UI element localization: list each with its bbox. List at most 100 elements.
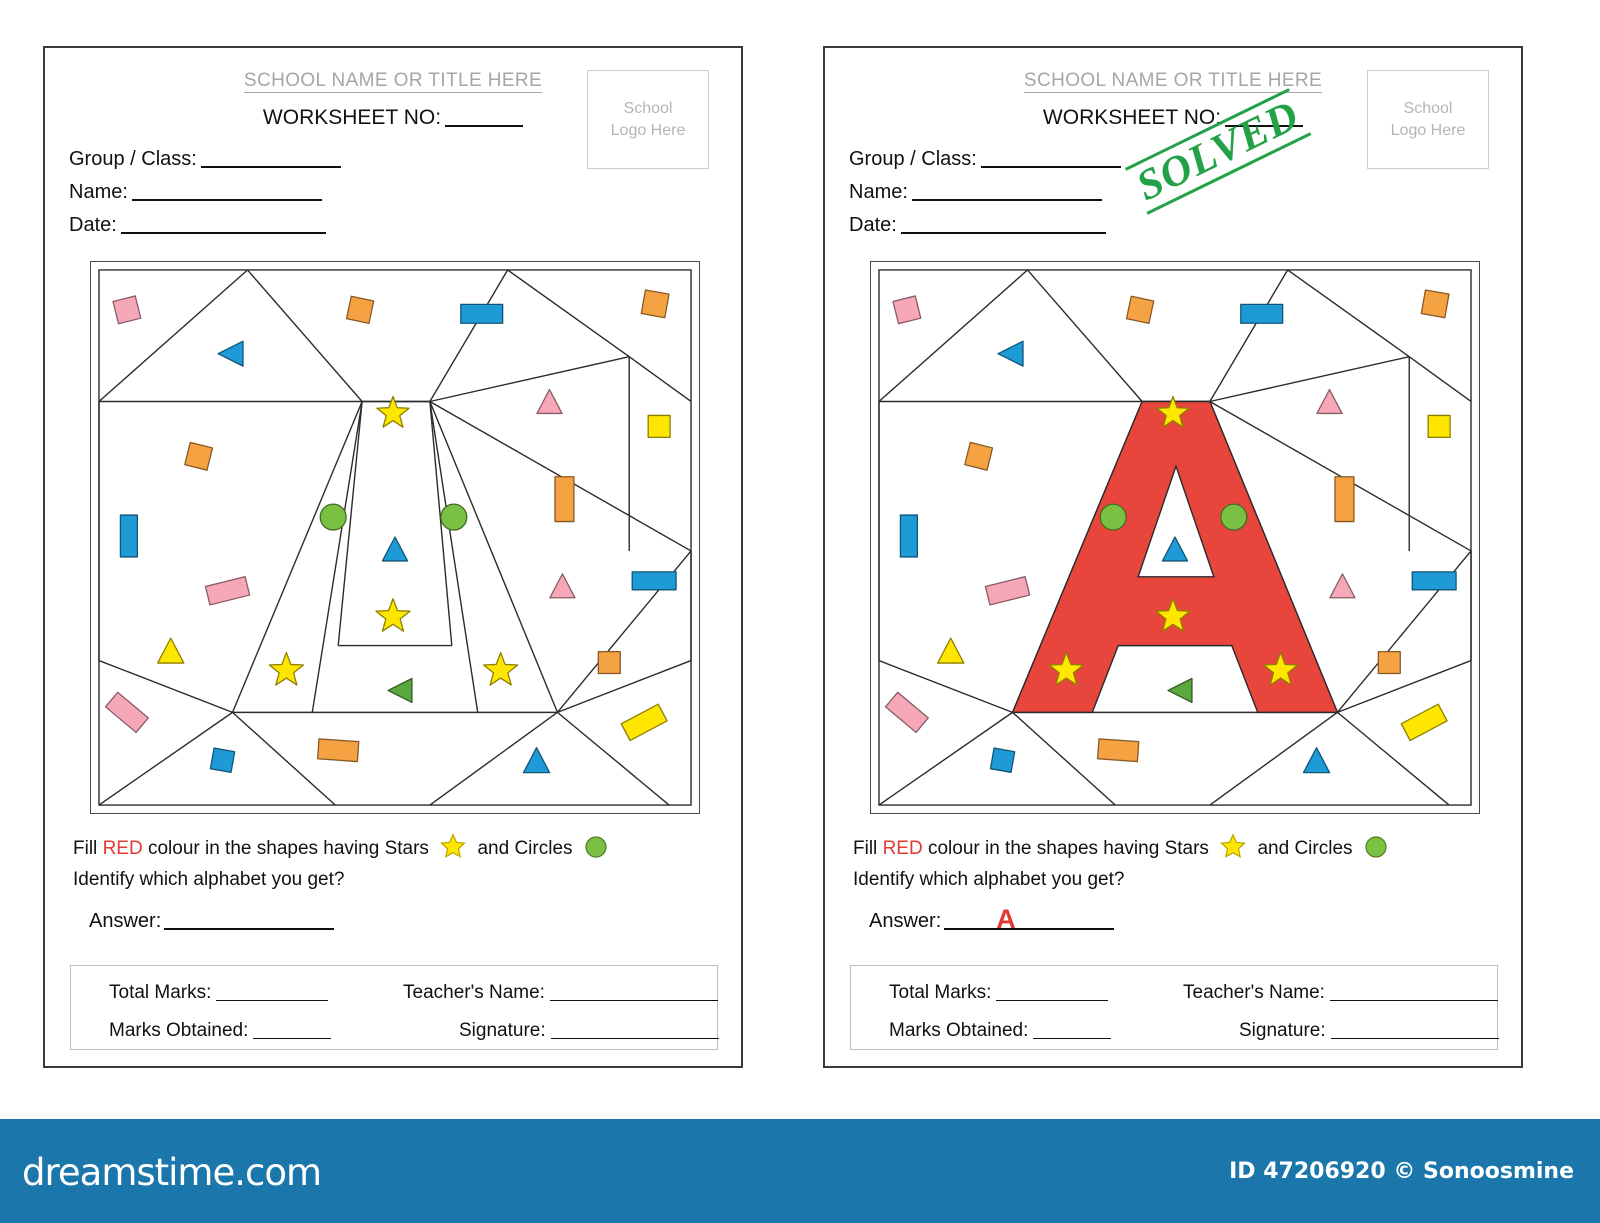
teacher-name-label: Teacher's Name: bbox=[403, 982, 545, 1003]
field-name-label: Name: bbox=[69, 181, 128, 203]
worksheet-number: WORKSHEET NO: bbox=[45, 106, 741, 130]
teacher-name-blank[interactable] bbox=[1329, 1000, 1498, 1001]
field-group-class-blank[interactable] bbox=[200, 166, 341, 168]
field-date-blank[interactable] bbox=[900, 232, 1106, 234]
signature-label: Signature: bbox=[1239, 1020, 1326, 1041]
shape-circle bbox=[1099, 503, 1127, 531]
puzzle-grid-blank[interactable] bbox=[90, 261, 700, 814]
field-group-class-label: Group / Class: bbox=[849, 148, 977, 170]
instruction-line-1: Fill RED colour in the shapes having Sta… bbox=[73, 833, 614, 867]
puzzle-grid-solved[interactable] bbox=[870, 261, 1480, 814]
shape-square bbox=[112, 295, 142, 325]
shape-square bbox=[1427, 414, 1451, 439]
puzzle-shapes bbox=[104, 289, 677, 774]
worksheet-number: WORKSHEET NO: bbox=[825, 106, 1521, 130]
shape-rectangle bbox=[204, 576, 251, 606]
field-name: Name: bbox=[849, 181, 1102, 204]
school-title-text: SCHOOL NAME OR TITLE HERE bbox=[1023, 70, 1323, 93]
shape-star bbox=[1048, 651, 1085, 686]
instr-colour-phrase: colour in the shapes having Stars bbox=[142, 838, 435, 859]
shape-rectangle bbox=[1334, 476, 1355, 523]
shape-rectangle bbox=[899, 514, 918, 558]
puzzle-line bbox=[1337, 711, 1450, 806]
shape-star bbox=[376, 395, 410, 428]
puzzle-line bbox=[1337, 659, 1472, 714]
worksheet-blank: SCHOOL NAME OR TITLE HERE WORKSHEET NO: … bbox=[43, 46, 743, 1068]
marks-obtained-field: Marks Obtained: bbox=[889, 1020, 1112, 1042]
puzzle-line bbox=[557, 711, 670, 806]
total-marks-field: Total Marks: bbox=[889, 982, 1109, 1004]
total-marks-field: Total Marks: bbox=[109, 982, 329, 1004]
puzzle-line bbox=[429, 401, 559, 713]
teacher-name-label: Teacher's Name: bbox=[1183, 982, 1325, 1003]
logo-line-1: School bbox=[1403, 99, 1453, 117]
instruction-line-2: Identify which alphabet you get? bbox=[73, 868, 345, 890]
puzzle-line bbox=[429, 401, 479, 713]
marks-obtained-blank[interactable] bbox=[253, 1038, 332, 1039]
puzzle-line bbox=[1026, 269, 1143, 402]
answer-blank[interactable] bbox=[164, 928, 335, 930]
field-date-label: Date: bbox=[69, 214, 117, 236]
school-title-text: SCHOOL NAME OR TITLE HERE bbox=[243, 70, 543, 93]
answer-label: Answer: bbox=[869, 910, 942, 932]
worksheet-number-blank[interactable] bbox=[1225, 125, 1304, 127]
teacher-name-blank[interactable] bbox=[549, 1000, 718, 1001]
shape-rectangle bbox=[119, 514, 138, 558]
shape-square bbox=[964, 441, 994, 471]
field-name-blank[interactable] bbox=[911, 199, 1102, 201]
puzzle-line bbox=[1209, 269, 1289, 402]
shape-square bbox=[184, 441, 214, 471]
signature-label: Signature: bbox=[459, 1020, 546, 1041]
shape-rectangle bbox=[620, 703, 668, 742]
shape-triangle-left bbox=[217, 340, 244, 367]
puzzle-line bbox=[1408, 356, 1472, 403]
shape-rectangle bbox=[1096, 738, 1140, 763]
puzzle-line bbox=[878, 711, 1013, 806]
logo-line-2: Logo Here bbox=[1390, 121, 1466, 139]
puzzle-line bbox=[246, 269, 363, 402]
puzzle-line bbox=[311, 401, 363, 713]
marks-obtained-blank[interactable] bbox=[1033, 1038, 1112, 1039]
puzzle-line bbox=[337, 401, 363, 646]
field-name-label: Name: bbox=[849, 181, 908, 203]
shape-rectangle bbox=[554, 476, 575, 523]
shape-star bbox=[375, 598, 411, 632]
puzzle-line bbox=[429, 355, 630, 403]
instr-red-word: RED bbox=[882, 838, 923, 859]
shape-star bbox=[1262, 651, 1299, 686]
shape-rectangle bbox=[1240, 303, 1284, 324]
total-marks-blank[interactable] bbox=[216, 1000, 329, 1001]
shape-triangle-left bbox=[997, 340, 1024, 367]
puzzle-shapes bbox=[884, 289, 1457, 774]
field-date-blank[interactable] bbox=[120, 232, 326, 234]
worksheet-number-blank[interactable] bbox=[445, 125, 524, 127]
answer-blank[interactable]: A bbox=[944, 904, 1115, 934]
worksheet-solved: SCHOOL NAME OR TITLE HERE WORKSHEET NO: … bbox=[823, 46, 1523, 1068]
instruction-line-1: Fill RED colour in the shapes having Sta… bbox=[853, 833, 1394, 867]
instr-red-word: RED bbox=[102, 838, 143, 859]
instructions-solved: Fill RED colour in the shapes having Sta… bbox=[853, 833, 1394, 892]
shape-rectangle bbox=[316, 738, 360, 763]
answer-label: Answer: bbox=[89, 910, 162, 932]
marks-obtained-field: Marks Obtained: bbox=[109, 1020, 332, 1042]
total-marks-blank[interactable] bbox=[996, 1000, 1109, 1001]
worksheet-number-label: WORKSHEET NO: bbox=[262, 106, 442, 129]
shape-circle bbox=[319, 503, 347, 531]
signature-blank[interactable] bbox=[1330, 1038, 1499, 1039]
signature-blank[interactable] bbox=[550, 1038, 719, 1039]
puzzle-line bbox=[878, 659, 1013, 714]
field-group-class-blank[interactable] bbox=[980, 166, 1121, 168]
shape-rectangle bbox=[1400, 703, 1448, 742]
shape-square bbox=[647, 414, 671, 439]
puzzle-line bbox=[878, 269, 1028, 403]
star-icon bbox=[1220, 833, 1247, 867]
dreamstime-logo: dreamstime.com bbox=[22, 1151, 322, 1194]
field-name-blank[interactable] bbox=[131, 199, 322, 201]
shape-rectangle bbox=[104, 691, 149, 734]
school-title: SCHOOL NAME OR TITLE HERE bbox=[45, 70, 741, 93]
instructions-blank: Fill RED colour in the shapes having Sta… bbox=[73, 833, 614, 892]
puzzle-line bbox=[1287, 269, 1410, 358]
marks-box-solved: Total Marks: Teacher's Name: Marks Obtai… bbox=[850, 965, 1499, 1050]
shape-square bbox=[1125, 295, 1155, 325]
